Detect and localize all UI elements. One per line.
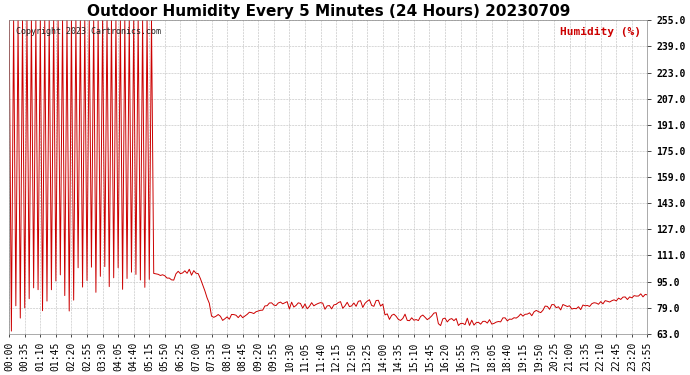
Title: Outdoor Humidity Every 5 Minutes (24 Hours) 20230709: Outdoor Humidity Every 5 Minutes (24 Hou… bbox=[87, 4, 570, 19]
Text: Copyright 2023 Cartronics.com: Copyright 2023 Cartronics.com bbox=[16, 27, 161, 36]
Text: Humidity (%): Humidity (%) bbox=[560, 27, 641, 37]
